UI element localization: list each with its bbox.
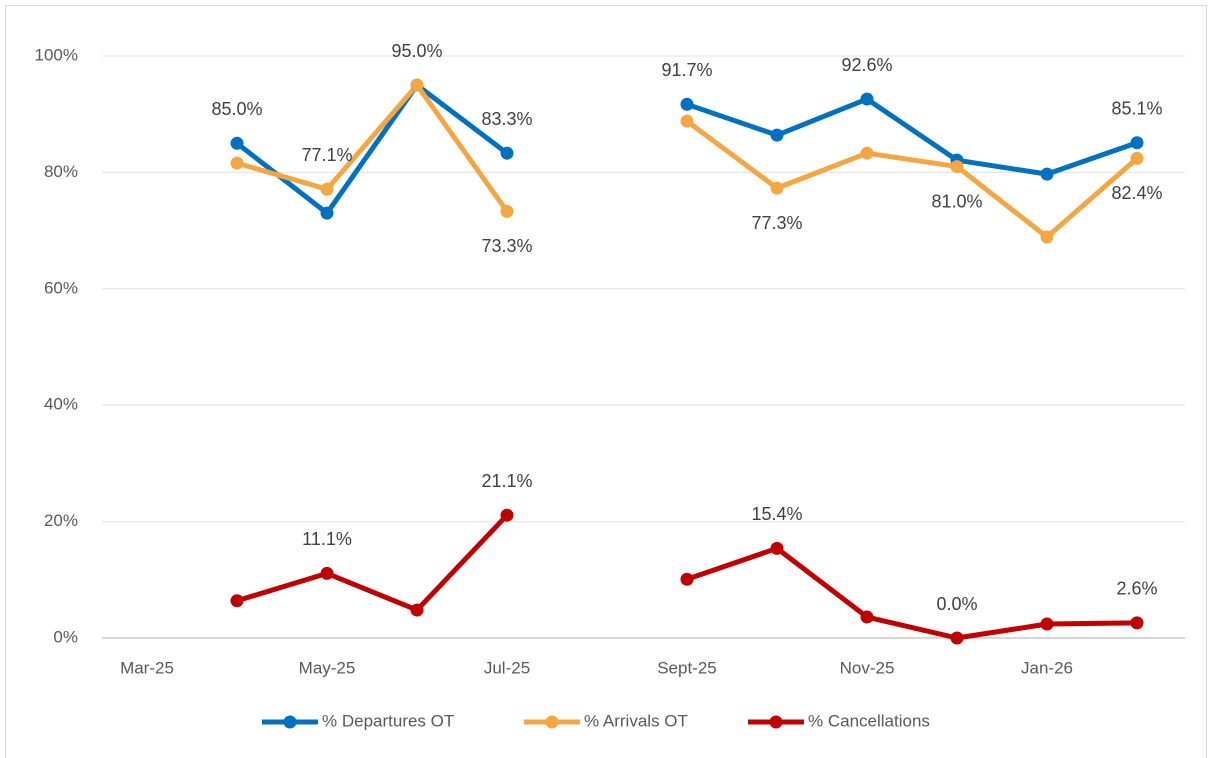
data-label: 92.6% [841, 55, 892, 75]
data-label: 77.3% [751, 213, 802, 233]
marker [950, 160, 964, 174]
marker [860, 92, 874, 106]
data-label: 11.1% [302, 529, 352, 549]
marker [770, 181, 784, 195]
x-tick-label: Sept-25 [657, 658, 717, 677]
legend-label: % Arrivals OT [584, 711, 688, 730]
marker [860, 146, 874, 160]
marker [770, 541, 784, 555]
data-label: 91.7% [661, 60, 712, 80]
series-line [236, 513, 1138, 641]
marker [500, 204, 514, 218]
marker [320, 206, 334, 220]
marker [1040, 167, 1054, 181]
data-label: 95.0% [391, 41, 442, 61]
data-label: 15.4% [751, 504, 802, 524]
y-tick-label: 80% [44, 162, 78, 181]
marker [860, 610, 874, 624]
marker [950, 631, 964, 645]
x-tick-label: May-25 [299, 658, 356, 677]
marker [1040, 230, 1054, 244]
chart-border [5, 5, 1207, 758]
marker [320, 566, 334, 580]
marker [770, 128, 784, 142]
legend-label: % Departures OT [322, 711, 454, 730]
marker [230, 136, 244, 150]
marker [680, 572, 694, 586]
x-tick-label: Mar-25 [120, 658, 174, 677]
legend-marker [769, 715, 783, 729]
legend-marker [283, 715, 297, 729]
y-tick-label: 40% [44, 395, 78, 414]
marker [1130, 151, 1144, 165]
x-tick-label: Jul-25 [484, 658, 530, 677]
data-label: 81.0% [931, 191, 982, 211]
marker [1130, 616, 1144, 630]
marker [1040, 617, 1054, 631]
data-label: 82.4% [1111, 183, 1162, 203]
y-tick-label: 20% [44, 511, 78, 530]
marker [320, 182, 334, 196]
marker [1130, 136, 1144, 150]
x-tick-label: Nov-25 [840, 658, 895, 677]
marker [230, 156, 244, 170]
y-tick-label: 0% [53, 627, 78, 646]
marker [230, 594, 244, 608]
data-label: 21.1% [481, 471, 532, 491]
data-label: 83.3% [481, 109, 532, 129]
marker [500, 146, 514, 160]
legend-marker [545, 715, 559, 729]
marker [680, 97, 694, 111]
legend-label: % Cancellations [808, 711, 930, 730]
data-label: 85.0% [211, 99, 262, 119]
data-label: 77.1% [301, 145, 352, 165]
data-label: 73.3% [481, 236, 532, 256]
y-tick-label: 60% [44, 278, 78, 297]
marker [410, 78, 424, 92]
marker [410, 603, 424, 617]
data-label: 0.0% [936, 594, 977, 614]
series-line [236, 82, 1139, 240]
x-tick-label: Jan-26 [1021, 658, 1073, 677]
marker [500, 508, 514, 522]
marker [680, 114, 694, 128]
data-label: 2.6% [1116, 579, 1157, 599]
y-tick-label: 100% [35, 45, 78, 64]
data-label: 85.1% [1111, 98, 1162, 118]
